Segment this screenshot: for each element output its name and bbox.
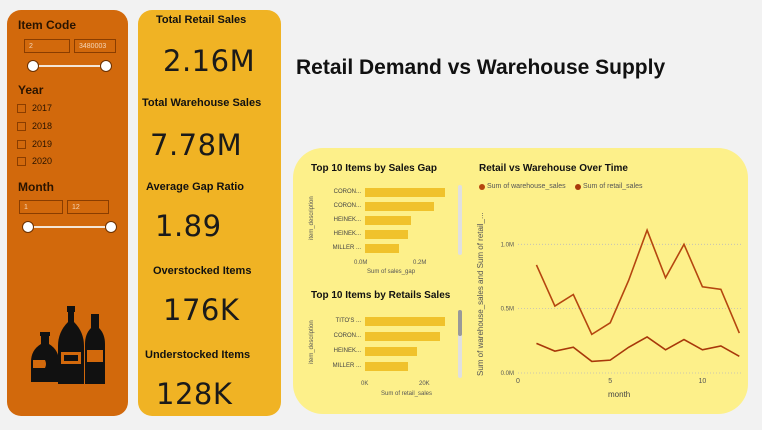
sales-gap-chart-title: Top 10 Items by Sales Gap [311,163,437,174]
y-tick-label: 1.0M [501,242,514,248]
sales-gap-bar[interactable] [365,188,446,197]
retail-sales-xtick: 20K [419,381,430,387]
x-tick-label: 10 [699,378,707,385]
kpi-label-total-warehouse-sales: Total Warehouse Sales [142,97,262,109]
retail-sales-category-label: CORON... [333,333,361,339]
month-min-input[interactable]: 1 [19,200,63,214]
sales-gap-bar[interactable] [365,202,434,211]
x-tick-label: 0 [516,378,520,385]
retail-sales-bar[interactable] [365,332,440,341]
retail-sales-chart-xlabel: Sum of retail_sales [381,391,433,397]
year-2020-checkbox[interactable] [17,157,26,166]
y-tick-label: 0.5M [501,307,514,313]
sales-gap-chart-xlabel: Sum of sales_gap [367,269,416,275]
retail-sales-category-label: TITO'S ... [335,318,361,324]
year-2017-checkbox[interactable] [17,104,26,113]
item-code-slider-min-handle[interactable] [27,60,39,72]
month-max-input[interactable]: 12 [67,200,109,214]
sales-gap-xtick: 0.0M [354,260,368,266]
legend-marker [479,184,485,190]
item-code-slider-track[interactable] [33,65,107,67]
legend-label: Sum of warehouse_sales [487,183,566,190]
kpi-value-total-warehouse-sales: 7.78M [150,128,243,162]
line-chart-title: Retail vs Warehouse Over Time [479,163,628,174]
sales-gap-xtick: 0.2M [413,260,427,266]
retail-sales-chart-title: Top 10 Items by Retails Sales [311,290,451,301]
sales-gap-category-label: CORON... [333,189,361,195]
kpi-value-understocked-items: 128K [156,377,233,411]
retail-sales-category-label: MILLER ... [332,363,361,369]
sales-gap-category-label: HEINEK... [333,217,361,223]
year-option-label: 2020 [32,156,53,166]
month-label: Month [18,180,54,194]
sales-gap-category-label: MILLER ... [332,245,361,251]
kpi-value-total-retail-sales: 2.16M [163,44,256,78]
bottles-icon [31,306,105,384]
kpi-label-total-retail-sales: Total Retail Sales [156,14,247,26]
sales-gap-bar[interactable] [365,216,411,225]
retail-sales-line [536,336,740,363]
dashboard-title: Retail Demand vs Warehouse Supply [296,56,666,79]
retail-sales-category-label: HEINEK... [333,348,361,354]
item-code-max-input[interactable]: 3480003 [74,39,116,53]
year-option-label: 2017 [32,103,53,113]
charts-panel: Top 10 Items by Sales Gap item_descripti… [293,148,748,414]
year-2019-checkbox[interactable] [17,140,26,149]
kpi-label-overstocked-items: Overstocked Items [153,265,252,277]
item-code-min-input[interactable]: 2 [24,39,70,53]
legend-marker [575,184,581,190]
month-slider-track[interactable] [29,226,109,228]
retail-sales-xtick: 0K [361,381,369,387]
year-option-label: 2018 [32,121,53,131]
x-tick-label: 5 [608,378,612,385]
kpi-label-average-gap-ratio: Average Gap Ratio [146,181,245,193]
sales-gap-scrollbar[interactable] [458,185,462,255]
filter-panel: Item Code 2 3480003 Year 2017 2018 2019 … [7,10,128,416]
kpi-value-average-gap-ratio: 1.89 [155,209,222,243]
sales-gap-bar[interactable] [365,244,400,253]
item-code-label: Item Code [18,18,77,32]
kpi-value-overstocked-items: 176K [163,293,240,327]
sales-gap-bar[interactable] [365,230,408,239]
y-tick-label: 0.0M [501,371,514,377]
sales-gap-category-label: CORON... [333,203,361,209]
line-chart-xlabel: month [608,390,631,399]
year-2018-checkbox[interactable] [17,122,26,131]
retail-sales-bar[interactable] [365,347,417,356]
sales-gap-category-label: HEINEK... [333,231,361,237]
line-chart[interactable]: 0.0M 0.5M 1.0M 0 5 10 [293,148,748,414]
year-option-label: 2019 [32,139,53,149]
year-label: Year [18,83,44,97]
warehouse-sales-line [535,227,741,336]
item-code-slider-max-handle[interactable] [100,60,112,72]
kpi-panel: Total Retail Sales 2.16M Total Warehouse… [138,10,281,416]
month-slider-min-handle[interactable] [22,221,34,233]
month-slider-max-handle[interactable] [105,221,117,233]
kpi-label-understocked-items: Understocked Items [145,349,251,361]
retail-sales-scrollbar[interactable] [458,310,462,378]
retail-sales-bar[interactable] [365,317,446,326]
retail-sales-bar[interactable] [365,362,408,371]
legend-label: Sum of retail_sales [583,183,643,190]
retail-sales-scrollbar-thumb[interactable] [458,310,462,336]
